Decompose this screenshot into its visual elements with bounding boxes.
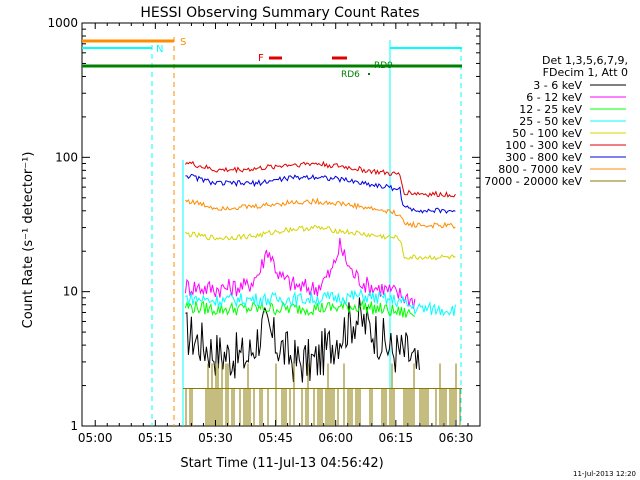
flags-group: S N F RD9 RD6	[82, 37, 462, 80]
y-axis-label: Count Rate (s⁻¹ detector⁻¹)	[21, 152, 36, 329]
y-tick-label: 1	[70, 419, 78, 433]
chart-title: HESSI Observing Summary Count Rates	[140, 5, 419, 21]
legend-label: 12 - 25 keV	[519, 103, 582, 116]
series-line-8007000	[185, 197, 456, 229]
y-tick-label: 100	[55, 150, 78, 164]
series-line-50100	[185, 225, 456, 261]
series-line-612	[184, 237, 416, 309]
axes-group: 05:00 05:15 05:30 05:45 06:00 06:15 06:30 1 10 10…	[47, 16, 480, 445]
legend-label: 300 - 800 keV	[505, 151, 582, 164]
f-flag-label: F	[258, 53, 264, 64]
series-line-300800	[185, 173, 456, 214]
vertical-markers	[151, 37, 462, 426]
legend-label: 50 - 100 keV	[512, 127, 582, 140]
series-line-36	[185, 297, 420, 383]
x-tick-label: 06:30	[439, 431, 474, 445]
x-tick-label: 05:30	[198, 431, 233, 445]
legend-label: 7000 - 20000 keV	[484, 175, 582, 188]
legend-label: 100 - 300 keV	[505, 139, 582, 152]
n-flag-label: N	[156, 44, 163, 55]
footer-timestamp: 11-Jul-2013 12:20	[573, 470, 636, 478]
x-tick-label: 06:15	[379, 431, 414, 445]
y-tick-label: 10	[63, 285, 78, 299]
series-line-2550	[185, 288, 456, 317]
legend-header-line: Det 1,3,5,6,7,9,	[542, 54, 628, 67]
x-tick-label: 05:15	[138, 431, 173, 445]
series-line-1225	[184, 299, 415, 318]
s-flag-label: S	[180, 37, 186, 48]
legend-label: 3 - 6 keV	[533, 79, 582, 92]
series-line-100300	[185, 160, 456, 198]
series-group	[183, 160, 462, 426]
x-axis-label: Start Time (11-Jul-13 04:56:42)	[180, 456, 383, 471]
rd6-flag-label: RD6	[341, 70, 360, 80]
series-line-7000-20000	[183, 363, 462, 426]
plot-frame	[81, 22, 481, 427]
y-tick-label: 1000	[47, 16, 78, 30]
x-tick-label: 05:00	[78, 431, 113, 445]
legend-label: 800 - 7000 keV	[498, 163, 582, 176]
legend-label: 6 - 12 keV	[526, 91, 582, 104]
legend-header-line: FDecim 1, Att 0	[543, 66, 628, 79]
rd6-flag-marker	[368, 73, 370, 75]
legend: Det 1,3,5,6,7,9,FDecim 1, Att 03 - 6 keV…	[484, 54, 628, 188]
x-tick-label: 05:45	[258, 431, 293, 445]
x-tick-label: 06:00	[318, 431, 353, 445]
rd9-flag-label: RD9	[374, 61, 393, 71]
legend-label: 25 - 50 keV	[519, 115, 582, 128]
